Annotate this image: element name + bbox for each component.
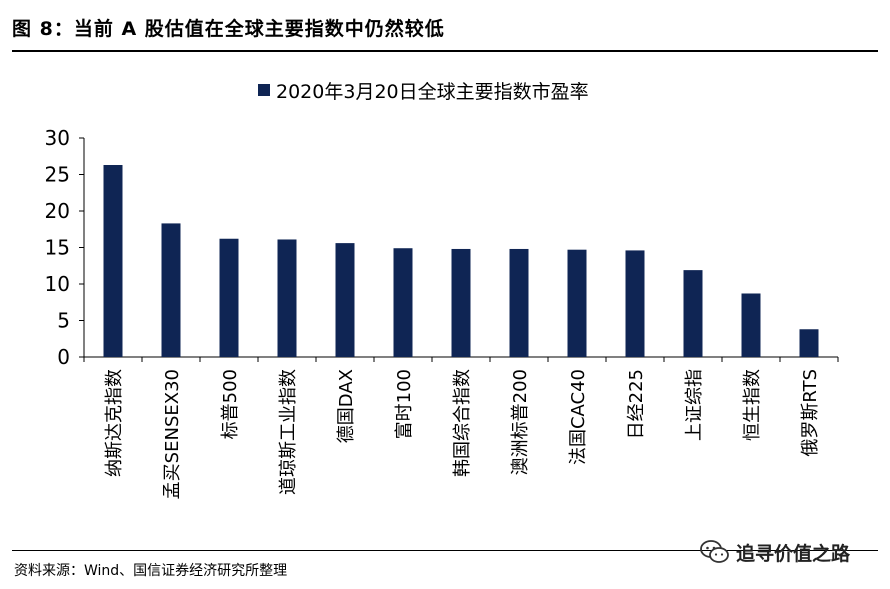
watermark-text: 追寻价值之路 bbox=[736, 542, 851, 565]
source-note: 资料来源：Wind、国信证券经济研究所整理 bbox=[14, 563, 288, 579]
x-category-label: 富时100 bbox=[394, 369, 415, 439]
y-tick-label: 10 bbox=[45, 272, 70, 296]
bar bbox=[393, 248, 413, 357]
x-category-label: 德国DAX bbox=[336, 369, 357, 443]
bar bbox=[103, 165, 123, 357]
x-category-label: 道琼斯工业指数 bbox=[278, 369, 299, 495]
legend-label: 2020年3月20日全球主要指数市盈率 bbox=[276, 80, 589, 103]
y-tick-label: 20 bbox=[45, 199, 70, 223]
title-divider bbox=[12, 50, 878, 52]
x-category-label: 韩国综合指数 bbox=[452, 369, 473, 477]
bar bbox=[335, 243, 355, 357]
x-category-label: 法国CAC40 bbox=[568, 369, 589, 465]
bar bbox=[625, 250, 645, 357]
source-divider bbox=[12, 550, 878, 551]
y-tick-label: 5 bbox=[57, 309, 70, 333]
bar bbox=[451, 248, 471, 357]
bar-chart: 0 5 10 15 20 25 30 纳斯达克指数 孟买SENSEX30 标普500 道琼斯工业指数… bbox=[45, 126, 839, 499]
x-category-label: 澳洲标普200 bbox=[510, 369, 531, 475]
x-category-label: 俄罗斯RTS bbox=[800, 369, 821, 457]
bar bbox=[567, 249, 587, 357]
y-tick-label: 15 bbox=[45, 236, 70, 260]
figure-title: 图 8：当前 A 股估值在全球主要指数中仍然较低 bbox=[12, 18, 445, 40]
bar bbox=[799, 329, 819, 357]
bar bbox=[219, 238, 239, 357]
wechat-icon bbox=[700, 540, 729, 563]
bar bbox=[741, 293, 761, 357]
y-tick-label: 30 bbox=[45, 126, 70, 150]
x-category-label: 标普500 bbox=[220, 369, 241, 439]
bar bbox=[277, 239, 297, 357]
x-category-label: 孟买SENSEX30 bbox=[162, 369, 183, 499]
bar bbox=[683, 270, 703, 357]
bar bbox=[509, 248, 529, 357]
y-tick-label: 0 bbox=[57, 345, 70, 369]
y-tick-label: 25 bbox=[45, 163, 70, 187]
bar bbox=[161, 223, 181, 357]
watermark: 追寻价值之路 bbox=[700, 538, 850, 566]
legend-swatch bbox=[258, 84, 270, 96]
x-category-label: 纳斯达克指数 bbox=[104, 369, 125, 477]
x-category-label: 日经225 bbox=[626, 369, 647, 439]
x-category-label: 恒生指数 bbox=[742, 369, 763, 441]
chart-legend: 2020年3月20日全球主要指数市盈率 bbox=[258, 78, 589, 103]
figure-header: 图 8：当前 A 股估值在全球主要指数中仍然较低 bbox=[0, 0, 890, 50]
x-category-label: 上证综指 bbox=[684, 369, 705, 441]
